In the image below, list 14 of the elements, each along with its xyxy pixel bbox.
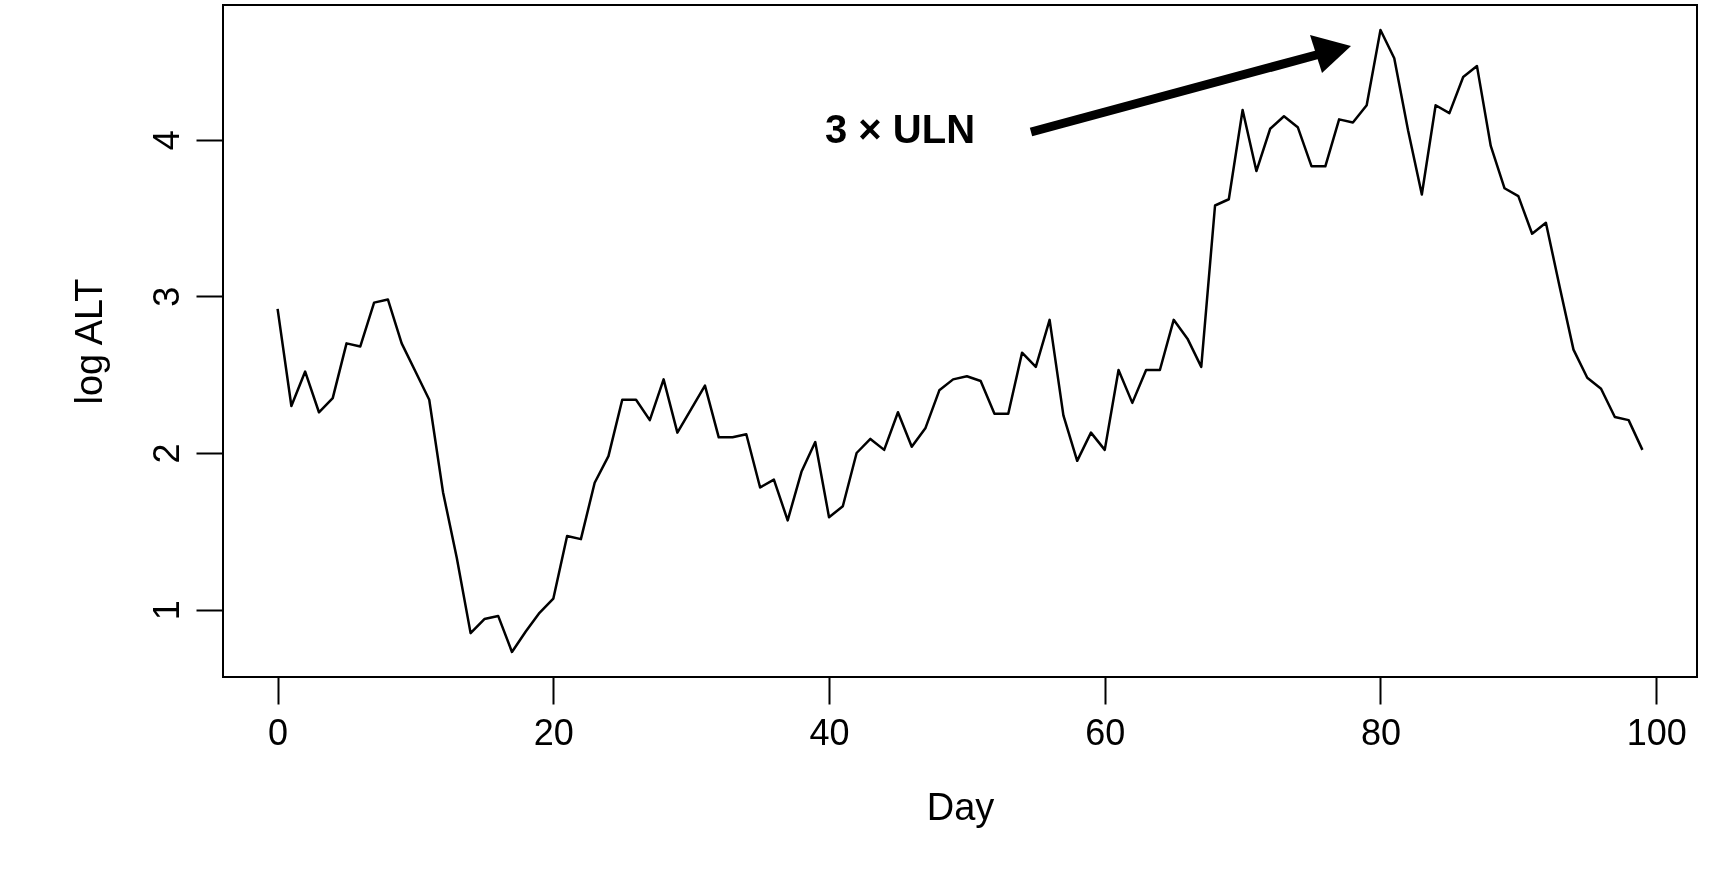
y-tick-label: 4 (145, 130, 187, 151)
x-tick-label: 60 (1085, 711, 1126, 753)
line-series (276, 28, 1644, 654)
x-tick-label: 80 (1360, 711, 1401, 753)
y-tick-label: 2 (145, 443, 187, 464)
y-tick-label: 3 (145, 286, 187, 307)
x-tick-label: 100 (1626, 711, 1687, 753)
annotation: 3 × ULN (824, 107, 976, 151)
x-tick-label: 20 (533, 711, 574, 753)
x-axis-title: Day (926, 785, 995, 828)
y-tick-label: 1 (145, 600, 187, 621)
x-tick-label: 0 (268, 711, 289, 753)
x-tick-label: 40 (809, 711, 850, 753)
y-axis-title: log ALT (67, 278, 110, 405)
